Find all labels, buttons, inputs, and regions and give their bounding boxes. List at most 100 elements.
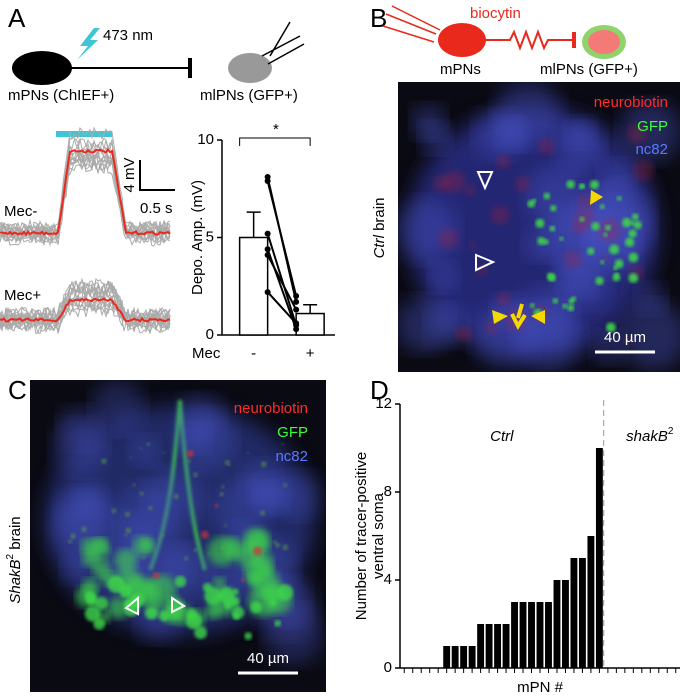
micrograph <box>398 82 680 372</box>
signal <box>578 183 585 190</box>
trace <box>0 295 171 326</box>
panel-letter: D <box>370 375 389 405</box>
signal <box>187 459 192 463</box>
pre-neuron <box>12 51 72 85</box>
signal <box>224 460 231 466</box>
y-tick-label: 5 <box>206 228 214 245</box>
pre-label: mPNs (ChIEF+) <box>8 87 114 104</box>
signal <box>464 184 476 196</box>
signal <box>527 199 536 208</box>
signal <box>579 216 585 222</box>
signal <box>124 533 128 537</box>
signal <box>568 298 575 305</box>
arrowhead <box>124 595 139 616</box>
group-label: Ctrl <box>490 428 514 445</box>
signal <box>259 510 266 516</box>
signal <box>214 503 219 508</box>
paired-line <box>266 180 298 297</box>
signal <box>111 508 117 514</box>
signal <box>243 545 246 548</box>
signal <box>101 458 107 465</box>
scale-label: 40 µm <box>604 329 646 346</box>
scale-label: 40 µm <box>247 650 289 667</box>
signal <box>628 229 637 238</box>
signal <box>433 175 451 193</box>
signal <box>202 582 213 593</box>
pre-label: mPNs <box>440 61 481 78</box>
micrograph-content <box>45 380 323 665</box>
signal <box>599 204 605 210</box>
post-neuron <box>228 53 272 83</box>
signal <box>621 217 632 228</box>
signal <box>624 335 633 345</box>
signal <box>496 291 512 307</box>
signal <box>558 256 612 310</box>
traces <box>0 126 171 335</box>
channel-label: nc82 <box>635 141 668 158</box>
channel-label: neurobiotin <box>234 400 308 417</box>
signal <box>605 224 611 231</box>
italic: Ctrl <box>371 234 388 258</box>
signal <box>614 259 624 269</box>
trace <box>0 147 171 237</box>
signal <box>587 247 595 255</box>
signal <box>577 194 592 209</box>
signal <box>223 523 227 527</box>
x-tick-label: + <box>306 345 315 362</box>
signal <box>595 276 604 286</box>
bar <box>587 536 595 668</box>
signal <box>93 618 106 630</box>
bar <box>238 236 269 336</box>
arrowhead <box>475 253 496 272</box>
signal <box>529 303 535 309</box>
signal <box>633 220 642 230</box>
paired-dot <box>293 298 300 305</box>
signal <box>514 176 531 192</box>
signal <box>94 596 108 610</box>
y-tick-label: 10 <box>197 131 214 148</box>
signal <box>616 196 622 201</box>
panel-letter: C <box>8 375 27 405</box>
bar <box>295 312 325 336</box>
rest: brain <box>371 198 388 231</box>
channel-label: nc82 <box>275 448 308 465</box>
bar <box>494 624 502 668</box>
signal <box>174 575 187 588</box>
signal <box>232 588 239 595</box>
signal <box>281 442 285 446</box>
signal <box>52 419 108 475</box>
signal <box>631 213 639 221</box>
signal <box>250 568 280 597</box>
signal <box>183 556 189 561</box>
arrowhead <box>492 310 508 324</box>
signal <box>283 483 288 488</box>
signal <box>223 600 233 610</box>
bar <box>528 602 535 668</box>
signal <box>193 472 198 478</box>
signal <box>535 218 545 228</box>
paired-dot <box>293 293 300 299</box>
signal <box>145 607 158 620</box>
signal <box>246 451 250 455</box>
text: shakB <box>626 428 668 445</box>
signal <box>186 449 194 458</box>
signal <box>231 606 245 619</box>
signal <box>173 493 179 500</box>
signal <box>123 599 133 609</box>
signal <box>633 160 654 181</box>
y-tick-label: 0 <box>384 659 392 676</box>
signal <box>139 447 142 450</box>
x-axis-label: Mec <box>192 345 221 362</box>
signal <box>68 539 73 544</box>
arrowhead <box>531 310 545 324</box>
bar <box>451 646 459 668</box>
signal <box>455 326 472 342</box>
signal <box>537 236 546 246</box>
signal <box>132 483 136 487</box>
pre-neuron <box>438 23 486 57</box>
signal <box>207 552 211 556</box>
signal <box>146 574 177 605</box>
signal <box>272 540 277 545</box>
bar <box>578 558 586 668</box>
signal <box>269 599 277 607</box>
